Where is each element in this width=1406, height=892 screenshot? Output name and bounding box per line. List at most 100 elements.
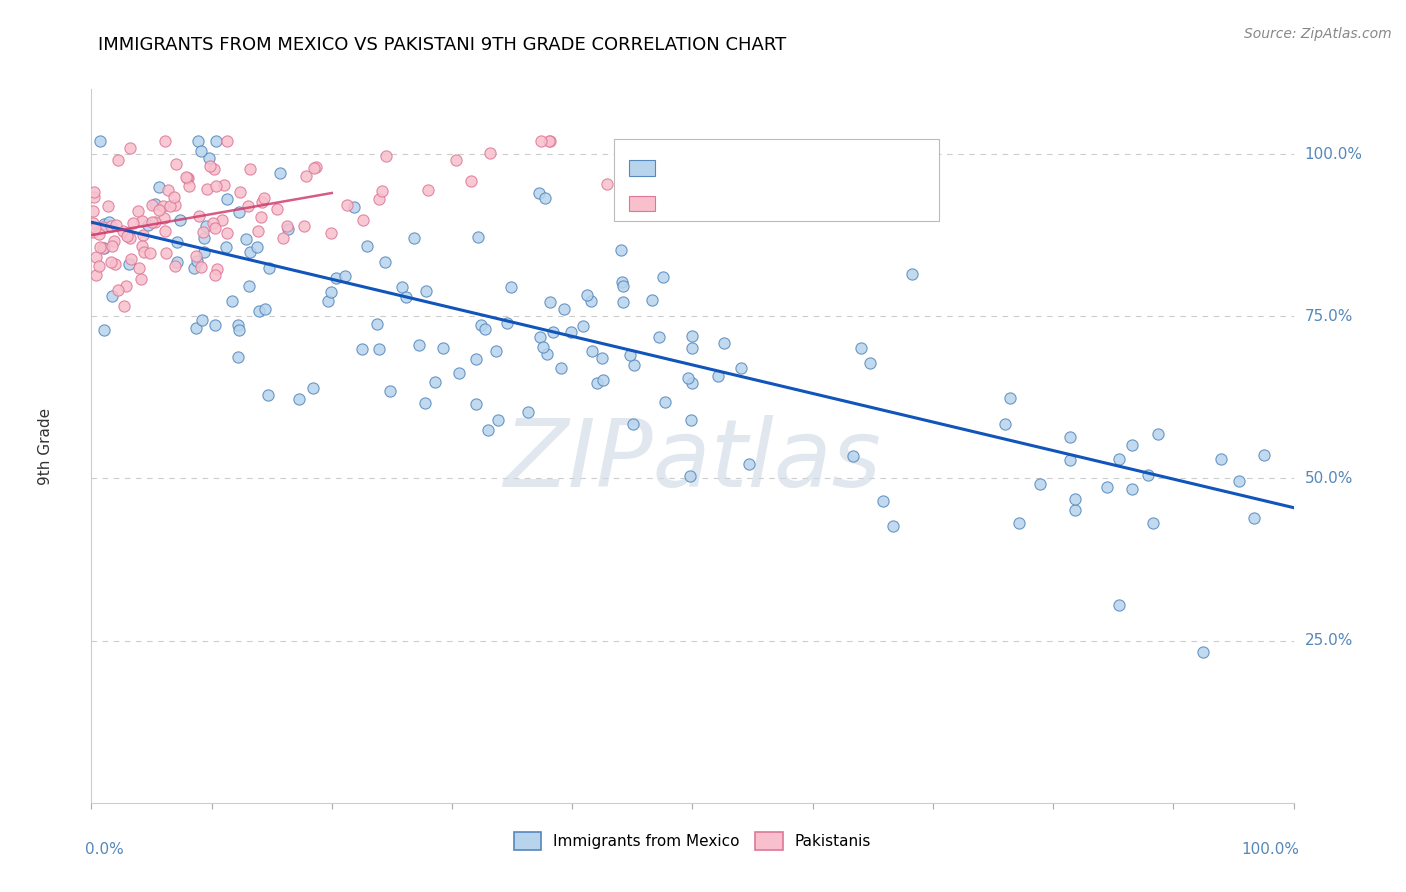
Point	[103, 234, 125, 248]
Point	[368, 192, 391, 206]
Point	[259, 260, 281, 275]
Point	[83, 190, 105, 204]
Point	[107, 283, 129, 297]
Point	[900, 267, 922, 281]
Point	[1095, 480, 1118, 494]
Point	[198, 159, 221, 173]
Point	[82, 225, 104, 239]
Point	[148, 179, 170, 194]
Point	[104, 218, 127, 232]
Text: 0.230: 0.230	[723, 194, 779, 212]
Point	[530, 134, 553, 148]
Point	[1121, 438, 1143, 452]
Point	[423, 375, 446, 389]
Point	[152, 199, 174, 213]
Point	[143, 197, 166, 211]
Point	[217, 226, 239, 240]
Point	[83, 185, 105, 199]
Point	[253, 191, 276, 205]
Point	[681, 376, 703, 390]
Point	[143, 215, 166, 229]
Point	[141, 215, 163, 229]
Point	[610, 275, 633, 289]
Point	[132, 245, 155, 260]
Point	[239, 161, 262, 176]
Point	[101, 289, 124, 303]
Point	[190, 260, 212, 275]
Point	[163, 198, 186, 212]
Point	[131, 239, 153, 253]
Point	[356, 239, 378, 253]
Point	[713, 335, 735, 350]
Text: R =: R =	[675, 194, 720, 212]
Point	[882, 519, 904, 533]
Point	[1064, 502, 1087, 516]
Point	[679, 413, 702, 427]
Point	[104, 257, 127, 271]
Point	[1142, 516, 1164, 531]
Point	[120, 252, 142, 266]
Point	[115, 229, 138, 244]
Point	[413, 396, 436, 410]
Point	[678, 468, 700, 483]
Point	[159, 199, 181, 213]
Point	[253, 302, 276, 317]
Point	[246, 224, 269, 238]
Point	[174, 169, 197, 184]
Point	[302, 381, 325, 395]
Point	[112, 224, 135, 238]
Point	[163, 190, 186, 204]
Point	[486, 413, 509, 427]
Point	[859, 356, 882, 370]
Point	[190, 144, 212, 158]
Point	[998, 391, 1021, 405]
Text: Source: ZipAtlas.com: Source: ZipAtlas.com	[1244, 27, 1392, 41]
Text: 50.0%: 50.0%	[1305, 471, 1353, 486]
Point	[550, 361, 572, 376]
Point	[249, 304, 271, 318]
Point	[538, 295, 561, 310]
Point	[1029, 477, 1052, 491]
Point	[464, 397, 486, 411]
Point	[228, 204, 250, 219]
Point	[215, 240, 238, 254]
Point	[100, 255, 122, 269]
Text: 0.0%: 0.0%	[86, 842, 124, 857]
Point	[122, 216, 145, 230]
Point	[177, 170, 200, 185]
Point	[730, 361, 752, 376]
Point	[186, 253, 208, 268]
Point	[166, 254, 188, 268]
Point	[621, 417, 644, 432]
Point	[236, 199, 259, 213]
Point	[183, 261, 205, 276]
Text: N =: N =	[800, 194, 841, 212]
Point	[872, 494, 894, 508]
Point	[101, 239, 124, 253]
Point	[572, 319, 595, 334]
Point	[374, 255, 396, 269]
Point	[415, 284, 437, 298]
Point	[204, 268, 226, 282]
Point	[553, 301, 575, 316]
Point	[228, 186, 250, 200]
Point	[1108, 451, 1130, 466]
Point	[100, 219, 122, 233]
Point	[221, 293, 243, 308]
Point	[609, 244, 631, 258]
Point	[416, 183, 439, 197]
Point	[190, 312, 212, 326]
Point	[215, 192, 238, 206]
Point	[295, 169, 318, 183]
Point	[169, 212, 191, 227]
Point	[496, 316, 519, 330]
Point	[623, 358, 645, 372]
Point	[128, 261, 150, 276]
Point	[641, 293, 664, 308]
Point	[205, 179, 228, 194]
Point	[139, 246, 162, 260]
Point	[592, 373, 614, 387]
Point	[319, 227, 342, 241]
Point	[531, 340, 554, 354]
Point	[82, 203, 104, 218]
